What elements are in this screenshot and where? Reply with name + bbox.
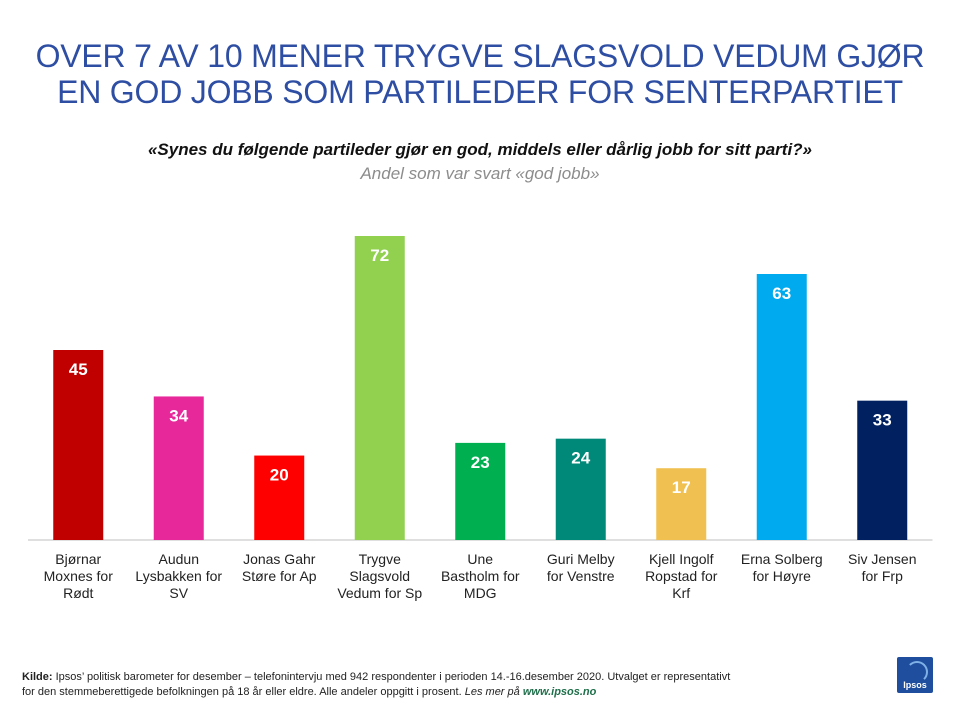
bar-value-label: 24: [571, 449, 590, 468]
bar-value-label: 34: [169, 406, 188, 425]
category-label: Guri Melby for Venstre: [547, 551, 615, 584]
chart-title: OVER 7 AV 10 MENER TRYGVE SLAGSVOLD VEDU…: [0, 38, 960, 110]
chart-subtitle: Andel som var svart «god jobb»: [360, 164, 600, 183]
category-label: Siv Jensen for Frp: [848, 551, 916, 584]
bar: [555, 438, 606, 540]
source-label: Kilde:: [22, 671, 53, 683]
bar: [53, 350, 104, 540]
survey-question: «Synes du følgende partileder gjør en go…: [147, 140, 813, 159]
category-label: Trygve Slagsvold Vedum for Sp: [337, 551, 422, 601]
logo-text: Ipsos: [903, 680, 927, 690]
bar: [354, 236, 405, 540]
title-line-2: EN GOD JOBB SOM PARTILEDER FOR SENTERPAR…: [57, 74, 903, 110]
bar-value-label: 33: [873, 411, 892, 430]
category-label: Erna Solberg for Høyre: [741, 551, 823, 584]
source-more: Les mer på: [464, 686, 523, 698]
source-note: Kilde: Ipsos’ politisk barometer for des…: [22, 670, 882, 700]
ipsos-logo: Ipsos: [897, 657, 933, 693]
category-label: Jonas Gahr Støre for Ap: [242, 551, 317, 584]
bar: [756, 274, 807, 540]
category-label: Kjell Ingolf Ropstad for Krf: [645, 551, 718, 601]
bar-value-label: 17: [672, 478, 691, 497]
bar-value-label: 20: [270, 466, 289, 485]
source-text-2: for den stemmeberettigede befolkningen p…: [22, 686, 465, 698]
bar-value-label: 72: [370, 246, 389, 265]
bar: [656, 468, 707, 540]
category-label: Bjørnar Moxnes for Rødt: [44, 551, 114, 601]
source-link[interactable]: www.ipsos.no: [522, 686, 597, 698]
bar: [455, 442, 506, 540]
bar: [254, 455, 305, 540]
bar: [153, 396, 204, 540]
bar-value-label: 63: [772, 284, 791, 303]
category-label: Audun Lysbakken for SV: [135, 551, 222, 601]
bar-value-label: 23: [471, 453, 490, 472]
title-line-1: OVER 7 AV 10 MENER TRYGVE SLAGSVOLD VEDU…: [35, 38, 925, 74]
category-label: Une Bastholm for MDG: [441, 551, 520, 601]
bar-chart: 45 Bjørnar Moxnes for Rødt 34 Audun Lysbakken …: [28, 236, 933, 601]
bar-value-label: 45: [69, 360, 88, 379]
source-text-1: Ipsos’ politisk barometer for desember –…: [52, 671, 731, 683]
bar: [857, 400, 908, 540]
logo-swoosh-icon: [906, 661, 928, 683]
